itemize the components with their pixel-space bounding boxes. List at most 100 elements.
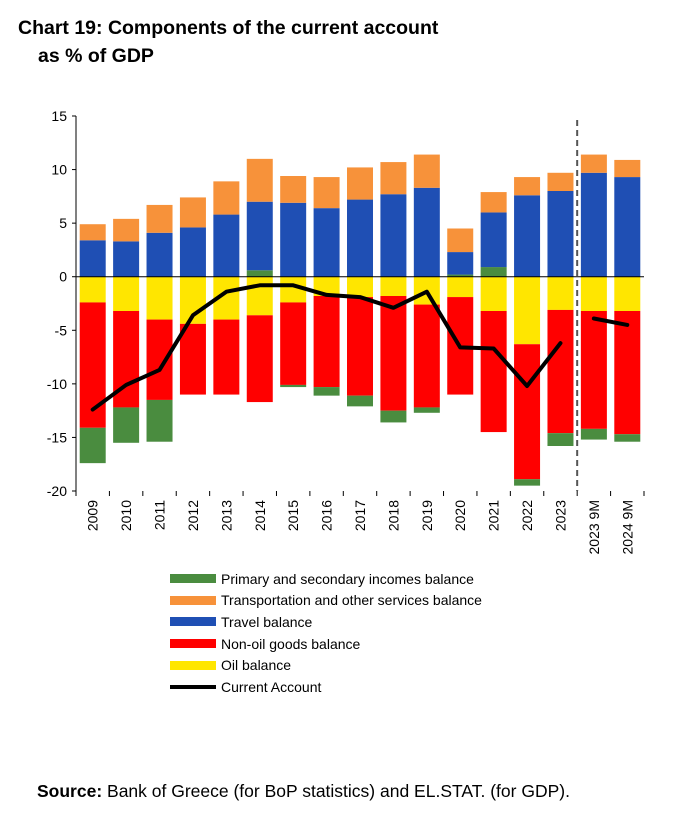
bar-non_oil-2009 <box>79 302 106 428</box>
bar-primary_secondary-2017 <box>347 395 373 407</box>
bar-travel-2024-9M <box>614 177 641 277</box>
x-tick-label: 2009 <box>85 500 101 531</box>
x-tick-label: 2015 <box>285 500 301 531</box>
bar-oil-2010 <box>113 276 140 311</box>
x-tick-label: 2024 9M <box>619 500 635 554</box>
bar-travel-2016 <box>313 208 340 277</box>
bar-non_oil-2017 <box>347 297 373 396</box>
bar-travel-2017 <box>347 199 373 277</box>
bar-oil-2023 <box>547 276 574 310</box>
bar-travel-2009 <box>79 240 106 277</box>
bar-primary_secondary-2019 <box>413 407 440 413</box>
bar-primary_secondary-2020 <box>447 274 474 277</box>
legend-label-non-oil: Non-oil goods balance <box>221 635 361 652</box>
bar-primary_secondary-2015 <box>280 384 307 388</box>
bar-transport_services-2022 <box>514 177 541 196</box>
current-account-line-1 <box>90 283 563 412</box>
bar-travel-2013 <box>213 214 240 277</box>
bar-transport_services-2018 <box>380 162 407 195</box>
bar-oil-2024-9M <box>614 276 641 311</box>
bar-travel-2018 <box>380 194 407 277</box>
bar-transport_services-2019 <box>413 154 440 188</box>
bar-oil-2020 <box>447 276 474 298</box>
bar-non_oil-2023-9M <box>580 311 607 429</box>
bar-primary_secondary-2016 <box>313 387 340 396</box>
legend-swatch-primary-secondary <box>170 574 216 584</box>
y-tick-label: 10 <box>51 162 67 178</box>
bar-travel-2019 <box>413 187 440 277</box>
bar-primary_secondary-2023-9M <box>580 428 607 440</box>
bar-non_oil-2015 <box>280 302 307 385</box>
legend-item-transport-services: Transportation and other services balanc… <box>170 590 482 612</box>
legend-label-current-account: Current Account <box>221 678 322 695</box>
bar-oil-2017 <box>347 276 373 298</box>
bar-transport_services-2010 <box>113 218 140 242</box>
bar-primary_secondary-2023 <box>547 433 574 446</box>
legend-item-oil: Oil balance <box>170 654 482 676</box>
bar-transport_services-2021 <box>480 192 507 213</box>
legend-label-primary-secondary: Primary and secondary incomes balance <box>221 570 474 587</box>
bar-transport_services-2009 <box>79 224 106 241</box>
bar-transport_services-2023 <box>547 172 574 191</box>
current-account-line-2 <box>591 316 630 327</box>
x-tick-label: 2023 <box>552 500 568 531</box>
bar-non_oil-2023 <box>547 309 574 434</box>
bar-travel-2015 <box>280 202 307 277</box>
bar-transport_services-2013 <box>213 181 240 215</box>
bar-primary_secondary-2011 <box>146 399 173 442</box>
chart-title: Chart 19: Components of the current acco… <box>18 14 438 70</box>
source-text: Bank of Greece (for BoP statistics) and … <box>102 781 570 801</box>
legend-item-primary-secondary: Primary and secondary incomes balance <box>170 568 482 590</box>
legend-swatch-current-account <box>170 684 216 689</box>
bar-transport_services-2016 <box>313 177 340 209</box>
x-tick-label: 2010 <box>118 500 134 531</box>
bar-transport_services-2023-9M <box>580 154 607 173</box>
bar-non_oil-2011 <box>146 319 173 400</box>
bar-oil-2018 <box>380 276 407 296</box>
y-tick-label: 5 <box>59 215 67 231</box>
bar-non_oil-2013 <box>213 319 240 395</box>
chart-legend: Primary and secondary incomes balance Tr… <box>170 568 482 698</box>
y-tick-label: 0 <box>59 269 67 285</box>
legend-label-oil: Oil balance <box>221 657 292 674</box>
bar-primary_secondary-2022 <box>514 479 541 486</box>
source-note: Source: Bank of Greece (for BoP statisti… <box>37 781 570 802</box>
bar-oil-2023-9M <box>580 276 607 311</box>
bar-oil-2009 <box>79 276 106 303</box>
legend-swatch-non-oil <box>170 639 216 649</box>
x-tick-label: 2022 <box>519 500 535 531</box>
bar-oil-2022 <box>514 276 541 345</box>
bar-non_oil-2018 <box>380 296 407 411</box>
bar-transport_services-2014 <box>246 158 273 202</box>
legend-swatch-transport-services <box>170 595 216 605</box>
y-tick-label: -5 <box>55 322 68 338</box>
chart-title-line2: as % of GDP <box>38 45 154 67</box>
bar-oil-2021 <box>480 276 507 311</box>
bar-non_oil-2019 <box>413 304 440 408</box>
bar-travel-2023-9M <box>580 172 607 277</box>
legend-swatch-travel <box>170 617 216 627</box>
x-tick-label: 2019 <box>419 500 435 531</box>
bar-primary_secondary-2024-9M <box>614 434 641 442</box>
bar-travel-2020 <box>447 252 474 275</box>
legend-label-transport-services: Transportation and other services balanc… <box>221 592 482 609</box>
bar-oil-2011 <box>146 276 173 320</box>
x-tick-label: 2012 <box>185 500 201 531</box>
x-tick-label: 2016 <box>319 500 335 531</box>
x-tick-label: 2018 <box>385 500 401 531</box>
legend-swatch-oil <box>170 660 216 670</box>
y-tick-label: -10 <box>47 376 67 392</box>
bar-travel-2010 <box>113 241 140 277</box>
legend-label-travel: Travel balance <box>221 613 313 630</box>
x-tick-label: 2020 <box>452 500 468 531</box>
bar-non_oil-2021 <box>480 311 507 433</box>
x-tick-label: 2014 <box>252 500 268 531</box>
x-tick-label: 2021 <box>486 500 502 531</box>
legend-item-current-account: Current Account <box>170 676 482 698</box>
y-tick-label: 15 <box>51 108 67 124</box>
chart-svg: 15 10 5 0 -5 -10 -15 -20 2009 2010 2011 2012 2013 201… <box>47 108 645 554</box>
chart-title-line1: Chart 19: Components of the current acco… <box>18 17 439 39</box>
bar-non_oil-2016 <box>313 296 340 388</box>
bar-primary_secondary-2018 <box>380 410 407 423</box>
bar-travel-2012 <box>179 227 206 277</box>
